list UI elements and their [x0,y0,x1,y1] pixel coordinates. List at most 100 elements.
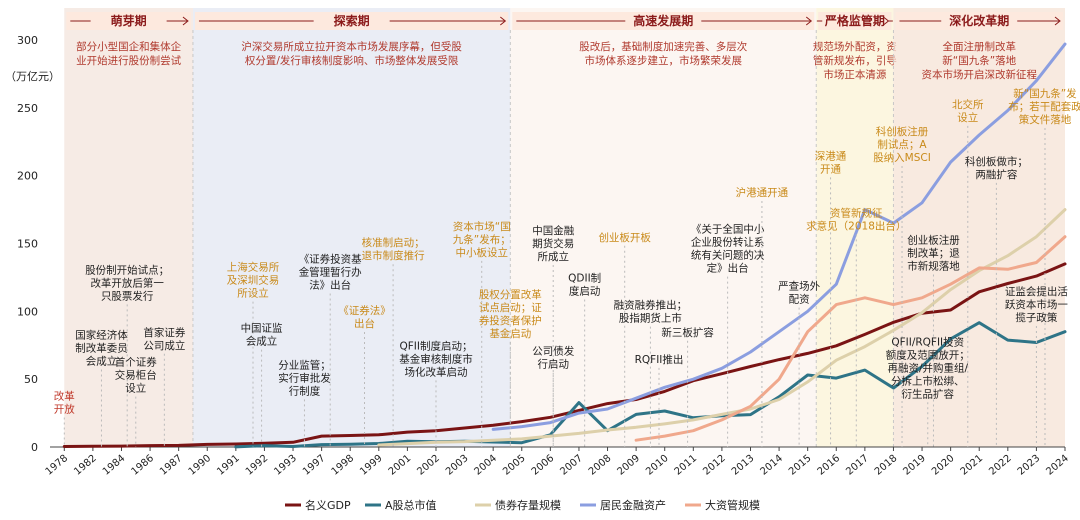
annotation-label-line: 市新规落地 [907,260,960,273]
x-tick-label: 1991 [215,453,242,478]
annotation-label-line: 国家经济体 [75,328,128,341]
x-tick-label: 2001 [387,453,414,478]
phase-description: 股改后，基础制度加速完善、多层次市场体系逐步建立，市场繁荣发展 [579,40,747,67]
annotation-label-line: 跃资本市场一 [1005,298,1068,311]
annotation-label-line: 制改革委员 [75,341,128,354]
annotation-label: 股权分置改革试点启动；证券投资者保护基金启动 [479,288,542,340]
annotation-label-line: 基金启动 [489,327,531,340]
x-tick-label: 2014 [758,453,785,478]
phase-description-line: 新“国九条”落地 [942,54,1016,67]
annotation-label-line: 中国证监 [241,322,283,335]
x-tick-label: 2022 [987,453,1014,478]
series-line-居民金融资产 [491,42,1067,431]
annotation-label: 核准制启动；退市制度推行 [362,236,425,262]
annotation-label-line: 新“国九条”发 [1013,87,1077,100]
annotation-label-line: 法》出台 [309,278,351,291]
annotation-label: 沪港通开通 [736,186,789,199]
annotation-label-line: 制试点；A [877,138,927,151]
annotation-label-line: 及深圳交易 [227,274,280,287]
phase-description-line: 权分置/发行审核制度影响、市场整体发展受限 [245,54,459,67]
x-tick-label: 1997 [301,453,328,478]
phase-description-line: 管新规发布，引导 [813,54,897,67]
annotation-label-line: QDII制 [568,271,601,284]
x-tick-label: 2011 [673,453,700,478]
y-tick-label: 50 [24,373,38,386]
annotation-label-line: 实行审批发 [278,371,331,384]
annotation-label-line: 开放 [54,403,75,416]
annotation-label-line: 期货交易 [532,237,574,250]
annotation-label-line: 设立 [125,382,146,395]
annotation-label: QFII制度启动；基金审核制度市场化改革启动 [399,339,473,378]
x-tick-label: 2002 [415,453,442,478]
annotation-label: 中国证监会成立 [241,322,283,348]
phase-header [895,12,1063,30]
annotation-label-line: 两融扩容 [975,168,1017,181]
phase-header [194,12,509,30]
annotation-label-line: 新三板扩容 [661,326,714,339]
y-tick-label: 0 [31,441,38,454]
annotation-label-line: 开通 [820,163,841,175]
phase-header [818,12,892,30]
annotation-label-line: 资管新规征 [830,206,883,219]
annotation-label-line: 布；若干配套政 [1008,100,1080,113]
y-tick-label: 250 [17,102,38,115]
x-tick-label: 2004 [473,453,500,478]
phase-title: 深化改革期 [949,13,1009,28]
x-tick-label: 2018 [873,453,900,478]
x-tick-label: 2003 [444,453,471,478]
annotation-label-line: 行制度 [289,384,321,397]
phase-description-line: 业开始进行股份制尝试 [76,54,181,67]
x-tick-label: 2009 [615,453,642,478]
annotation-label-line: 股份制开始试点； [85,263,169,276]
annotation-label-line: 定》出台 [707,262,749,275]
annotation-label: QFII/RQFII投资额度及范围放开；再融资/并购重组/分拆上市松绑、衍生品扩… [886,335,970,400]
annotation-label-line: 基金审核制度市 [399,352,473,365]
x-tick-label: 2021 [959,453,986,478]
legend-label: 名义GDP [305,498,351,512]
phase-description-line: 沪深交易所成立拉开资本市场发展序幕，但受股 [241,40,462,53]
annotation-label-line: 所设立 [237,287,269,300]
annotation-label-line: 策文件落地 [1019,113,1072,126]
annotation-label-line: 公司成立 [143,339,185,352]
annotation-label: 科创板做市；两融扩容 [965,155,1028,181]
annotation-label-line: 只股票发行 [101,289,154,302]
annotation-label-line: 配资 [789,294,810,306]
annotation-label: 股份制开始试点；改革开放后第一只股票发行 [85,263,169,302]
phase-band [192,8,511,447]
annotation-label-line: 核准制启动； [362,236,425,249]
annotation-label-line: 《关于全国中小 [691,223,765,236]
legend-label: 居民金融资产 [600,498,666,512]
phase-header [512,12,815,30]
x-tick-label: 2020 [930,453,957,478]
annotation-label-line: 《证券投资基 [299,252,362,265]
x-tick-label: 2012 [701,453,728,478]
y-tick-label: 200 [17,170,38,183]
annotation-label: 新三板扩容 [661,326,714,339]
annotation-label-line: 科创板做市； [965,155,1028,168]
y-tick-label: 300 [17,34,38,47]
annotation-label: 改革开放 [54,390,75,416]
phase-description: 全面注册制改革新“国九条”落地资本市场开启深改新征程 [921,40,1037,81]
annotation-label-line: 中小板设立 [455,246,508,259]
annotation-label-line: 融资融券推出； [614,299,688,312]
annotation-label-line: 股权分置改革 [479,288,542,301]
x-tick-label: 1987 [158,453,185,478]
annotation-label: 深港通开通 [815,150,847,175]
annotation-label: 新“国九条”发布；若干配套政策文件落地 [1008,87,1080,126]
annotation-label: 北交所设立 [952,98,984,124]
annotation-label-line: 衍生品扩容 [902,387,955,400]
annotation-label: 上海交易所及深圳交易所设立 [227,261,280,300]
phase-title: 高速发展期 [633,13,693,28]
x-tick-label: 2016 [816,453,843,478]
phase-title: 萌芽期 [111,13,147,28]
phase-description-line: 股改后，基础制度加速完善、多层次 [579,40,747,53]
annotation-label: 首家证券公司成立 [143,326,185,352]
x-tick-label: 2024 [1044,453,1071,478]
x-tick-label: 2005 [501,453,528,478]
annotation-label-line: 分业监管； [278,358,331,371]
phase-arrow-head [805,16,813,26]
x-tick-label: 2015 [787,453,814,478]
legend-label: 债券存量规模 [495,498,561,512]
x-tick-label: 1978 [44,453,71,478]
